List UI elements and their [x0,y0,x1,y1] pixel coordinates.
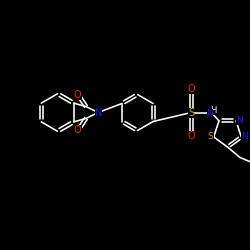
Text: N: N [206,109,213,118]
Text: H: H [210,106,216,115]
Text: O: O [188,84,195,94]
Text: S: S [188,108,194,118]
Text: O: O [74,125,82,135]
Text: N: N [236,116,242,125]
Text: N: N [94,108,102,118]
Text: O: O [188,131,195,141]
Text: O: O [74,90,82,100]
Text: S: S [208,132,214,141]
Text: N: N [241,132,248,141]
